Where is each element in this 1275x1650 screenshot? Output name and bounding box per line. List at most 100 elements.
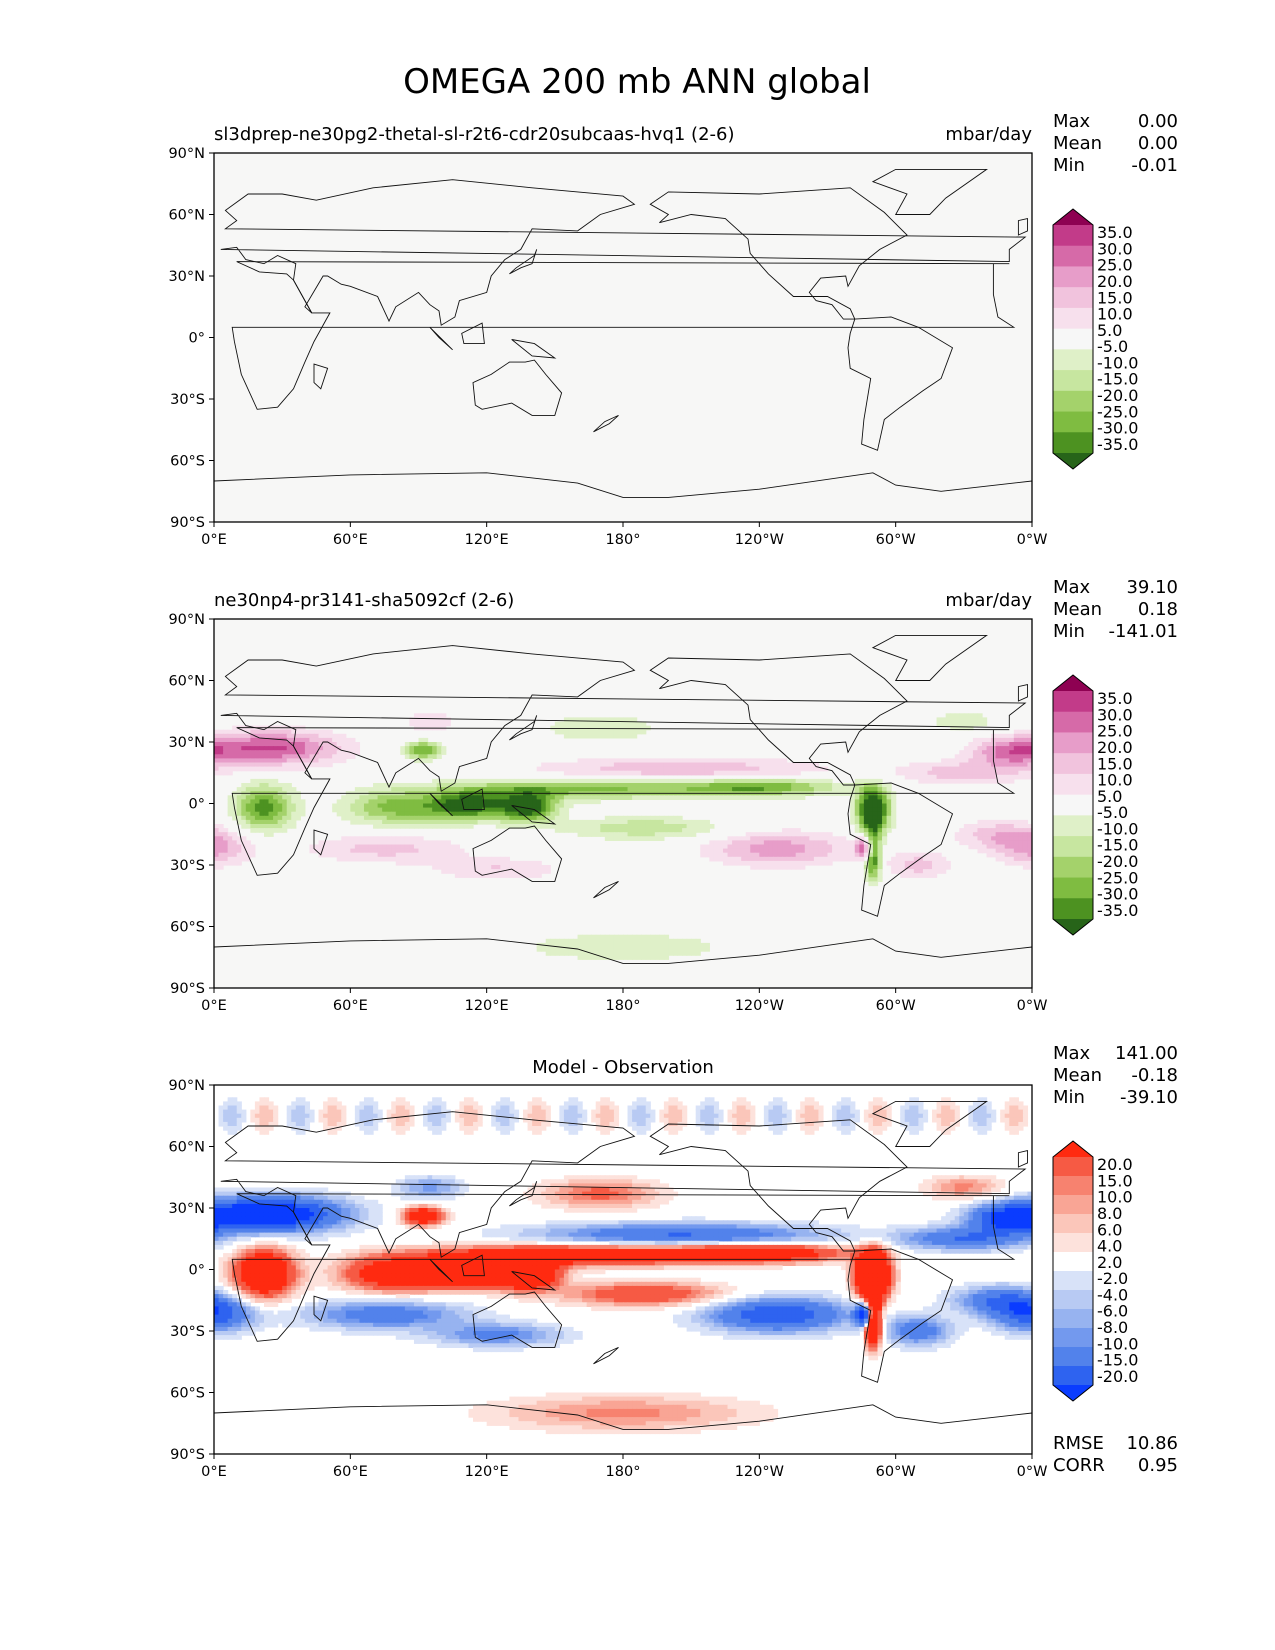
field-cell [591, 758, 597, 764]
field-cell [445, 811, 451, 817]
field-cell [995, 778, 1001, 784]
field-cell [1013, 860, 1019, 866]
field-cell [450, 795, 456, 800]
field-cell [259, 1121, 265, 1127]
field-cell [982, 1175, 988, 1180]
field-cell [636, 783, 642, 788]
field-cell [441, 1113, 447, 1119]
field-cell [332, 1113, 338, 1119]
field-cell [1018, 774, 1024, 780]
field-cell [350, 1199, 356, 1205]
field-cell [423, 1117, 429, 1123]
field-cell [968, 770, 974, 776]
field-cell [500, 819, 506, 825]
field-cell [477, 1109, 483, 1115]
field-cell [259, 778, 265, 784]
field-cell [732, 778, 738, 784]
field-cell [291, 1105, 297, 1111]
field-cell [659, 1109, 665, 1115]
field-cell [727, 758, 733, 764]
field-cell [214, 770, 220, 776]
field-cell [554, 947, 560, 952]
field-cell [236, 737, 242, 743]
field-cell [713, 778, 720, 784]
field-cell [245, 848, 251, 854]
field-cell [627, 721, 633, 727]
field-cell [600, 951, 606, 956]
field-cell [559, 795, 565, 800]
field-cell [763, 856, 770, 862]
field-cell [300, 762, 306, 768]
field-cell [1022, 1191, 1029, 1197]
field-cell [800, 783, 806, 788]
field-cell [845, 1105, 851, 1111]
field-cell [686, 762, 692, 768]
field-cell [650, 942, 656, 948]
field-cell [936, 778, 942, 784]
field-cell [550, 824, 556, 829]
field-cell [391, 1113, 397, 1119]
field-cell [886, 1117, 892, 1123]
field-cell [609, 1101, 615, 1107]
field-cell [727, 762, 733, 768]
field-cell [691, 783, 697, 788]
field-cell [954, 778, 960, 784]
field-cell [972, 832, 979, 837]
field-cell [986, 766, 992, 772]
field-cell [659, 815, 665, 821]
field-cell [427, 815, 433, 821]
field-cell [495, 811, 501, 817]
field-cell [318, 1187, 324, 1193]
field-cell [495, 787, 501, 792]
field-cell [223, 1113, 229, 1119]
field-cell [1000, 774, 1006, 780]
field-cell [382, 783, 388, 788]
field-cell [1009, 1126, 1015, 1131]
field-cell [295, 1199, 301, 1205]
field-cell [1018, 1105, 1024, 1111]
field-cell [954, 754, 960, 759]
field-cell [1004, 848, 1010, 854]
field-cell [459, 787, 465, 792]
field-cell [473, 803, 479, 809]
field-cell [491, 795, 497, 800]
field-cell [750, 865, 756, 870]
field-cell [832, 848, 838, 854]
field-cell [354, 807, 361, 813]
field-cell [1000, 840, 1006, 846]
field-cell [214, 852, 220, 858]
field-cell [909, 1097, 915, 1102]
field-cell [632, 1113, 638, 1119]
field-cell [677, 758, 683, 764]
field-cell [327, 754, 333, 759]
field-cell [323, 1195, 329, 1201]
field-cell [709, 1109, 715, 1115]
field-cell [323, 1101, 329, 1107]
field-cell [700, 1105, 706, 1111]
field-cell [932, 1117, 938, 1123]
field-cell [404, 852, 411, 858]
field-cell [650, 938, 656, 944]
field-cell [695, 828, 701, 833]
field-cell [813, 852, 820, 858]
field-cell [704, 1113, 710, 1119]
field-cell [373, 1199, 379, 1205]
field-cell [268, 1105, 274, 1111]
field-cell [259, 1130, 265, 1135]
field-cell [427, 758, 433, 764]
field-cell [332, 803, 338, 809]
field-cell [654, 934, 660, 940]
field-cell [377, 803, 383, 809]
field-cell [245, 766, 251, 772]
field-cell [563, 947, 570, 952]
field-cell [545, 951, 551, 956]
field-cell [922, 1109, 929, 1115]
field-cell [436, 1097, 442, 1102]
field-cell [904, 1126, 910, 1131]
field-cell [545, 1121, 551, 1127]
x-tick-label: 120°E [465, 998, 509, 1014]
field-cell [532, 1105, 538, 1111]
field-cell [936, 1101, 942, 1107]
field-cell [413, 1175, 420, 1180]
field-cell [327, 742, 333, 747]
